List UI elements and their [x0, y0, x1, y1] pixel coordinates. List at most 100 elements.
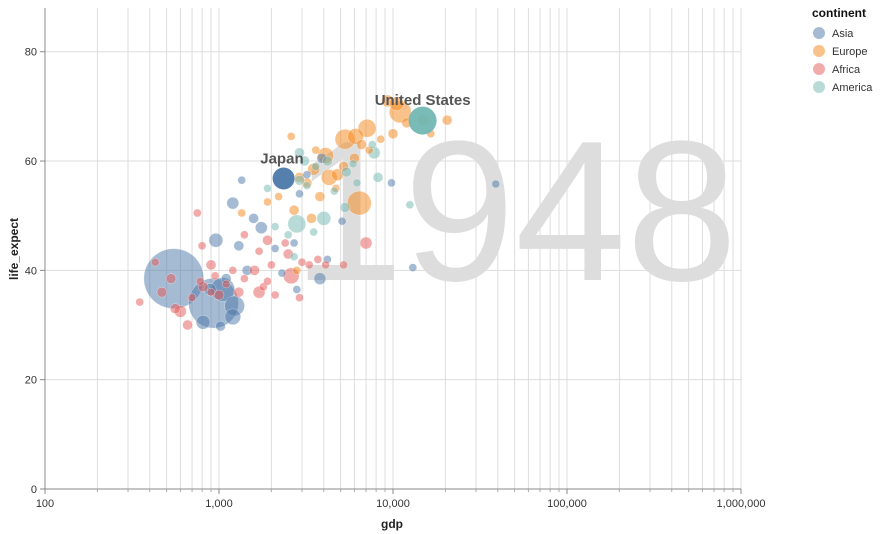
bubble-africa	[359, 236, 373, 250]
bubble-america	[330, 186, 339, 196]
bubble-asia	[226, 196, 240, 210]
bubble-europe	[347, 190, 372, 216]
x-tick-label: 100	[36, 498, 54, 510]
bubble-africa	[187, 293, 197, 302]
bubble-america	[341, 166, 352, 178]
bubble-africa	[195, 277, 205, 286]
y-tick-label: 20	[25, 375, 37, 387]
bubble-africa	[210, 271, 220, 281]
bubble-asia	[233, 240, 245, 252]
bubble-africa	[233, 286, 245, 298]
bubble-europe	[237, 208, 246, 218]
bubble-africa	[165, 273, 177, 284]
bubble-asia	[277, 268, 287, 278]
bubble-africa	[193, 208, 202, 218]
bubble-america	[270, 222, 280, 231]
bubble-africa	[182, 319, 193, 331]
bubble-europe	[314, 191, 326, 202]
bubble-europe	[288, 204, 300, 216]
bubble-europe	[376, 134, 385, 144]
bubble-america	[299, 155, 310, 167]
x-axis: 100 1,000 10,000 100,000 1,000,000	[36, 488, 766, 510]
bubble-africa	[221, 279, 231, 289]
y-tick-label: 0	[31, 484, 37, 496]
bubble-asia	[387, 178, 396, 188]
bubble-asia	[215, 320, 226, 332]
bubble-europe	[286, 132, 296, 141]
bubble-africa	[254, 246, 264, 256]
y-tick-label: 60	[25, 156, 37, 168]
bubble-america	[352, 178, 362, 188]
bubble-america	[405, 200, 415, 210]
bubble-europe	[274, 192, 283, 201]
legend-swatch	[813, 27, 825, 39]
bubble-africa	[295, 293, 304, 302]
bubble-africa	[304, 260, 314, 270]
y-tick-label: 40	[25, 265, 37, 277]
legend-label: Europe	[832, 46, 867, 58]
bubble-africa	[213, 289, 225, 301]
bubble-asia	[295, 189, 304, 199]
y-axis: 0 20 40 60 80	[25, 8, 46, 496]
legend: continent Asia Europe Africa America	[812, 6, 873, 94]
bubble-africa	[321, 260, 330, 270]
bubble-africa	[169, 303, 181, 314]
y-tick-label: 80	[25, 47, 37, 59]
bubble-africa	[339, 260, 348, 270]
country-label: Japan	[260, 151, 303, 168]
bubble-asia	[208, 233, 224, 248]
legend-title: continent	[812, 6, 866, 20]
bubble-europe	[356, 139, 367, 150]
bubble-america	[283, 230, 293, 240]
bubble-america	[408, 106, 437, 135]
bubble-africa	[240, 230, 249, 240]
bubble-asia	[237, 175, 246, 185]
bubble-europe	[441, 114, 453, 126]
bubble-asia	[302, 170, 312, 179]
bubble-europe	[292, 266, 302, 275]
bubble-america	[309, 227, 318, 237]
bubble-europe	[381, 94, 394, 108]
bubble-africa	[150, 257, 160, 267]
x-tick-label: 10,000	[376, 498, 410, 510]
bubble-africa	[156, 286, 168, 298]
bubble-africa	[197, 241, 207, 251]
bubble-africa	[228, 266, 238, 275]
data-points	[135, 94, 501, 332]
bubble-america	[339, 202, 351, 213]
bubble-africa	[240, 274, 249, 283]
bubble-asia	[224, 308, 242, 326]
bubble-africa	[267, 260, 276, 270]
bubble-africa	[249, 265, 260, 276]
legend-label: Asia	[832, 28, 854, 40]
legend-label: Africa	[832, 64, 861, 76]
bubble-asia	[255, 221, 268, 234]
bubble-asia	[313, 272, 327, 285]
bubble-america	[322, 155, 333, 167]
bubble-asia	[289, 238, 299, 248]
bubble-africa	[313, 255, 323, 264]
x-tick-label: 100,000	[547, 498, 587, 510]
legend-label: America	[832, 82, 873, 94]
bubble-africa	[270, 290, 280, 300]
bubble-america	[311, 162, 321, 171]
x-tick-label: 1,000,000	[717, 498, 766, 510]
bubble-america	[316, 211, 332, 226]
bubble-asia	[270, 244, 280, 253]
bubble-asia	[337, 216, 347, 226]
y-axis-title: life_expect	[7, 218, 21, 280]
bubble-asia	[292, 285, 302, 294]
bubble-africa	[205, 259, 217, 271]
bubble-asia	[195, 315, 211, 330]
bubble-asia	[248, 213, 259, 224]
bubble-africa	[263, 277, 272, 286]
bubble-africa	[262, 235, 273, 246]
bubble-asia	[272, 167, 295, 190]
bubble-america	[348, 159, 358, 169]
country-label: United States	[375, 92, 471, 109]
bubble-europe	[387, 128, 399, 139]
annotations: United States Japan	[260, 92, 470, 167]
bubble-america	[294, 147, 305, 159]
bubble-africa	[297, 257, 307, 267]
